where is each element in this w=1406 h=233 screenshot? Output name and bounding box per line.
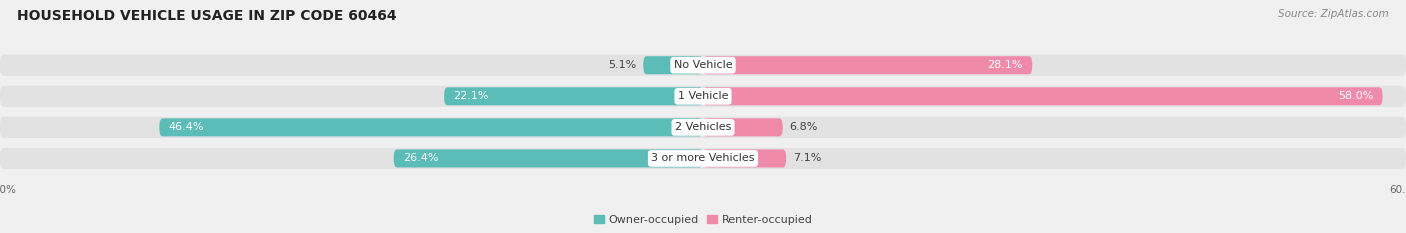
Text: 1 Vehicle: 1 Vehicle xyxy=(678,91,728,101)
FancyBboxPatch shape xyxy=(703,87,1382,105)
Text: 5.1%: 5.1% xyxy=(607,60,637,70)
FancyBboxPatch shape xyxy=(0,86,1406,107)
FancyBboxPatch shape xyxy=(644,56,703,74)
Text: 26.4%: 26.4% xyxy=(404,154,439,163)
Text: 58.0%: 58.0% xyxy=(1339,91,1374,101)
Text: HOUSEHOLD VEHICLE USAGE IN ZIP CODE 60464: HOUSEHOLD VEHICLE USAGE IN ZIP CODE 6046… xyxy=(17,9,396,23)
Text: 22.1%: 22.1% xyxy=(453,91,489,101)
FancyBboxPatch shape xyxy=(0,148,1406,169)
FancyBboxPatch shape xyxy=(0,55,1406,76)
FancyBboxPatch shape xyxy=(0,117,1406,138)
Text: 7.1%: 7.1% xyxy=(793,154,821,163)
Text: 3 or more Vehicles: 3 or more Vehicles xyxy=(651,154,755,163)
FancyBboxPatch shape xyxy=(444,87,703,105)
FancyBboxPatch shape xyxy=(703,149,786,168)
FancyBboxPatch shape xyxy=(703,118,783,136)
FancyBboxPatch shape xyxy=(703,56,1032,74)
Text: 2 Vehicles: 2 Vehicles xyxy=(675,122,731,132)
Text: Source: ZipAtlas.com: Source: ZipAtlas.com xyxy=(1278,9,1389,19)
Text: 6.8%: 6.8% xyxy=(790,122,818,132)
Text: No Vehicle: No Vehicle xyxy=(673,60,733,70)
Text: 28.1%: 28.1% xyxy=(987,60,1024,70)
FancyBboxPatch shape xyxy=(394,149,703,168)
FancyBboxPatch shape xyxy=(159,118,703,136)
Text: 46.4%: 46.4% xyxy=(169,122,204,132)
Legend: Owner-occupied, Renter-occupied: Owner-occupied, Renter-occupied xyxy=(589,210,817,229)
